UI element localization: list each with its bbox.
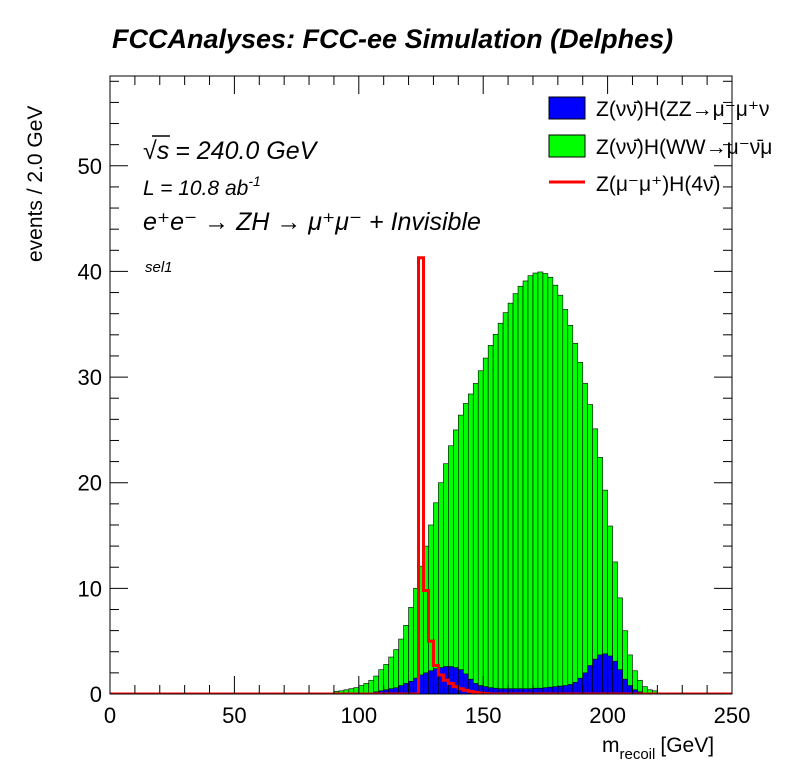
y-tick-label-10: 10	[78, 576, 102, 601]
bar-ww-192	[587, 404, 593, 694]
axis-ticks	[109, 76, 733, 695]
bar-ww-152	[487, 345, 494, 694]
plot-frame	[109, 75, 733, 695]
bar-ww-162	[512, 293, 519, 694]
process-annotation: e⁺e⁻ → ZH → μ⁺μ⁻ + Invisible	[143, 208, 481, 236]
bar-ww-164	[517, 285, 524, 694]
bar-ww-158	[502, 312, 509, 694]
legend-swatch-ww	[548, 134, 586, 158]
bar-zz-186	[572, 682, 579, 694]
y-axis-label: events / 2.0 GeV	[24, 106, 47, 262]
bar-ww-160	[507, 302, 514, 694]
x-tick-label-50: 50	[222, 703, 246, 728]
bar-ww-144	[467, 393, 474, 694]
histogram-marks	[110, 256, 732, 694]
bar-ww-140	[458, 414, 464, 694]
y-tick-label-40: 40	[78, 259, 102, 284]
bar-zz-206	[622, 678, 628, 694]
y-tick-label-20: 20	[78, 471, 102, 496]
bar-zz-194	[592, 658, 598, 694]
legend-label-signal: Z(μ⁻μ⁺)H(4ν̄)	[596, 173, 721, 196]
bar-ww-170	[532, 272, 539, 694]
bar-ww-134	[443, 463, 449, 694]
bar-ww-102	[363, 683, 370, 694]
bar-ww-108	[378, 669, 384, 694]
y-tick-label-0: 0	[90, 682, 102, 707]
selection-label: sel1	[145, 259, 173, 276]
bar-ww-174	[542, 273, 549, 694]
bar-ww-120	[408, 607, 414, 694]
bar-ww-104	[368, 679, 375, 694]
bar-ww-114	[393, 649, 399, 694]
bar-zz-190	[582, 672, 588, 694]
bar-ww-148	[477, 370, 484, 694]
chart-title: FCCAnalyses: FCC-ee Simulation (Delphes)	[112, 24, 673, 54]
x-axis-label: mrecoil [GeV]	[602, 734, 714, 763]
bar-ww-168	[527, 275, 534, 694]
bar-ww-188	[577, 361, 584, 694]
bar-ww-180	[557, 294, 564, 694]
x-tick-labels: 0 50 100 150 200 250	[104, 703, 750, 728]
bar-zz-128	[428, 670, 434, 694]
bar-ww-146	[472, 383, 479, 694]
bar-ww-172	[537, 271, 544, 694]
physics-annotations: √s = 240.0 GeV L = 10.8 ab-1 e⁺e⁻ → ZH → …	[143, 135, 481, 276]
luminosity-annotation: L = 10.8 ab-1	[143, 173, 261, 200]
legend-swatch-zz	[548, 96, 586, 120]
bar-ww-156	[497, 322, 504, 694]
y-tick-label-30: 30	[78, 365, 102, 390]
bar-zz-196	[597, 654, 603, 694]
bar-zz-120	[408, 681, 414, 694]
x-tick-label-150: 150	[465, 703, 502, 728]
bar-zz-204	[617, 669, 623, 694]
sqrt-s-annotation: √s = 240.0 GeV	[143, 137, 319, 165]
bar-zz-198	[602, 653, 608, 694]
bar-ww-182	[562, 309, 569, 694]
bar-ww-142	[462, 403, 469, 694]
bar-zz-188	[577, 677, 584, 694]
y-tick-label-50: 50	[78, 154, 102, 179]
legend: Z(νν̄)H(ZZ→μ⁻μ⁺ν Z(νν̄)H(WW→μ⁻ν̄μ Z(μ⁻μ⁺…	[548, 96, 772, 196]
bar-zz-202	[612, 660, 618, 694]
bar-zz-118	[403, 683, 409, 694]
y-tick-labels: 0 10 20 30 40 50	[78, 154, 102, 707]
x-tick-label-200: 200	[589, 703, 626, 728]
bar-ww-186	[572, 342, 579, 694]
bar-ww-194	[592, 428, 598, 694]
bar-zz-200	[607, 655, 613, 694]
bar-ww-176	[547, 276, 554, 694]
bar-ww-138	[453, 429, 459, 694]
bar-ww-136	[448, 445, 454, 694]
bar-ww-190	[582, 383, 588, 694]
bar-ww-154	[492, 333, 499, 694]
signal-step-line	[110, 256, 732, 694]
bar-ww-178	[552, 284, 559, 694]
bar-ww-132	[438, 482, 444, 694]
bar-zz-192	[587, 665, 593, 694]
x-tick-label-100: 100	[340, 703, 377, 728]
bar-ww-106	[373, 675, 380, 694]
x-tick-label-250: 250	[714, 703, 751, 728]
x-tick-label-0: 0	[104, 703, 116, 728]
bar-ww-166	[522, 280, 529, 694]
legend-label-ww: Z(νν̄)H(WW→μ⁻ν̄μ	[596, 136, 772, 159]
bar-ww-150	[482, 357, 489, 694]
bar-zz-126	[423, 672, 429, 694]
bar-ww-184	[567, 325, 574, 694]
legend-label-zz: Z(νν̄)H(ZZ→μ⁻μ⁺ν	[596, 98, 770, 121]
